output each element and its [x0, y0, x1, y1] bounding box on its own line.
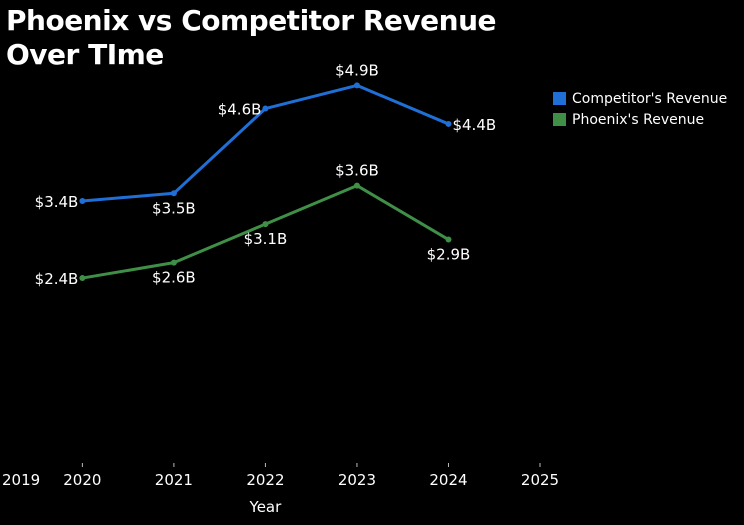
x-tick-label: 2025: [521, 471, 559, 489]
data-point: [445, 236, 452, 243]
data-label: $4.9B: [335, 61, 379, 79]
x-axis-label: Year: [249, 498, 283, 516]
x-tick-label: 2024: [429, 471, 467, 489]
data-point: [353, 182, 360, 189]
data-point: [79, 198, 86, 204]
data-point: [170, 190, 177, 197]
data-label: $2.4B: [35, 270, 79, 288]
legend-label-phoenix: Phoenix's Revenue: [572, 111, 705, 128]
data-point: [445, 120, 452, 127]
data-label: $3.4B: [35, 193, 79, 211]
data-point: [353, 82, 360, 89]
x-tick-label: 2020: [63, 471, 101, 489]
legend-label-competitor: Competitor's Revenue: [572, 90, 728, 107]
data-point: [79, 275, 86, 282]
x-tick-label: 2022: [246, 471, 284, 489]
data-label: $2.9B: [427, 246, 471, 264]
series-line-0: [80, 83, 450, 203]
data-label: $3.1B: [244, 230, 288, 248]
legend-swatch-phoenix: [553, 113, 566, 126]
legend: Competitor's Revenue Phoenix's Revenue: [553, 88, 727, 130]
data-label: $4.6B: [218, 101, 262, 119]
data-label: $4.4B: [452, 116, 496, 134]
data-label: $3.5B: [152, 199, 196, 217]
legend-item-phoenix[interactable]: Phoenix's Revenue: [553, 109, 727, 130]
data-point: [262, 105, 269, 112]
data-point: [170, 259, 177, 266]
x-tick-label: 2021: [155, 471, 193, 489]
x-tick-label: 2023: [338, 471, 376, 489]
legend-swatch-competitor: [553, 92, 566, 105]
data-label: $3.6B: [335, 162, 379, 180]
chart-title: Phoenix vs Competitor Revenue Over TIme: [6, 4, 497, 71]
legend-item-competitor[interactable]: Competitor's Revenue: [553, 88, 727, 109]
data-point: [262, 221, 269, 228]
data-label: $2.6B: [152, 269, 196, 287]
x-tick-label: 2019: [2, 471, 40, 489]
